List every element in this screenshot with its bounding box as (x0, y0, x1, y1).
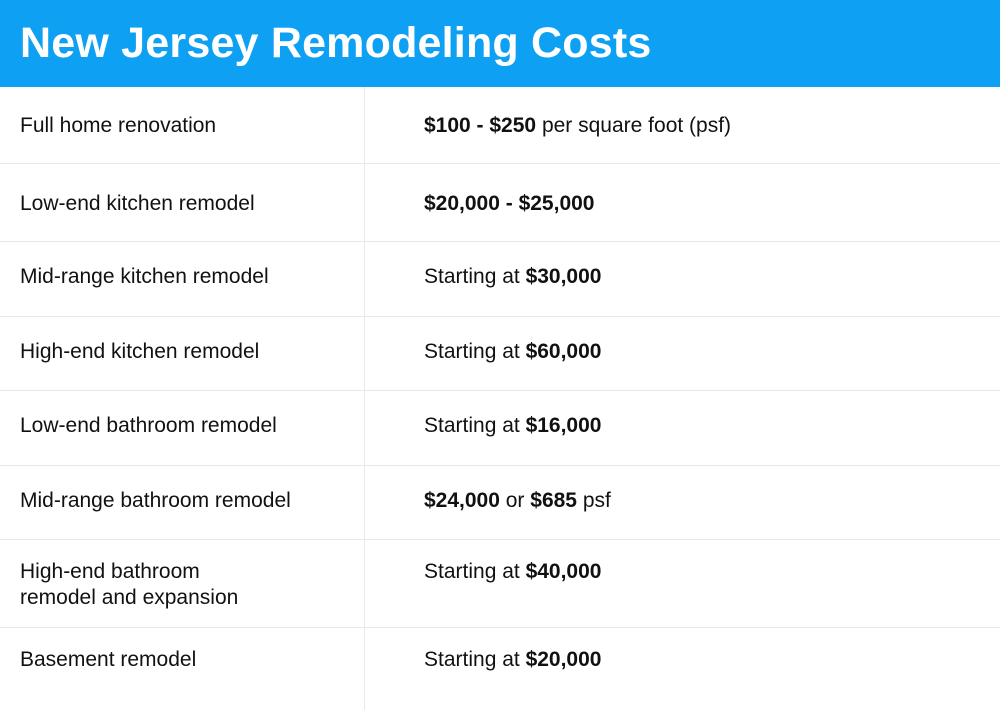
row-value: $24,000 or $685 psf (424, 488, 611, 514)
row-value: Starting at $60,000 (424, 339, 601, 365)
row-label-line: High-end bathroom (20, 560, 200, 583)
value-part: $100 - $250 (424, 114, 537, 137)
value-part: Starting at (424, 560, 526, 583)
row-label-line: remodel and expansion (20, 586, 239, 609)
value-part: or (499, 489, 531, 512)
row-label: Full home renovation (20, 114, 217, 137)
value-part: Starting at (424, 414, 526, 437)
row-value: $20,000 - $25,000 (424, 191, 594, 217)
value-part: Starting at (424, 340, 526, 363)
value-part: $20,000 (525, 648, 602, 671)
page-title: New Jersey Remodeling Costs (20, 19, 652, 67)
value-part: Starting at (424, 648, 526, 671)
value-part: per square foot (psf) (536, 114, 732, 137)
value-part: $16,000 (525, 414, 602, 437)
value-part: psf (576, 489, 611, 512)
row-value: Starting at $30,000 (424, 264, 601, 290)
row-label: Low-end kitchen remodel (20, 192, 255, 215)
value-part: $30,000 (525, 265, 602, 288)
value-part: $20,000 - $25,000 (424, 192, 595, 215)
table-row: Full home renovation $100 - $250 per squ… (0, 87, 1000, 164)
row-label: High-end bathroom remodel and expansion (20, 559, 350, 611)
table-row: Low-end bathroom remodel Starting at $16… (0, 391, 1000, 466)
row-label: High-end kitchen remodel (20, 340, 260, 363)
table-row: Low-end kitchen remodel $20,000 - $25,00… (0, 164, 1000, 242)
value-part: $40,000 (525, 560, 602, 583)
header: New Jersey Remodeling Costs (0, 0, 1000, 87)
table-row: Mid-range bathroom remodel $24,000 or $6… (0, 466, 1000, 540)
value-part: Starting at (424, 265, 526, 288)
table-row: Mid-range kitchen remodel Starting at $3… (0, 242, 1000, 317)
table-row: Basement remodel Starting at $20,000 (0, 628, 1000, 710)
row-label: Low-end bathroom remodel (20, 414, 277, 437)
row-value: Starting at $40,000 (424, 559, 601, 585)
row-label: Mid-range kitchen remodel (20, 265, 269, 288)
row-value: $100 - $250 per square foot (psf) (424, 113, 731, 139)
value-part: $24,000 (424, 489, 500, 512)
row-value: Starting at $16,000 (424, 413, 601, 439)
value-part: $685 (530, 489, 577, 512)
row-label: Basement remodel (20, 648, 197, 671)
row-label: Mid-range bathroom remodel (20, 489, 291, 512)
table-row: High-end bathroom remodel and expansion S… (0, 540, 1000, 628)
value-part: $60,000 (525, 340, 602, 363)
cost-table: Full home renovation $100 - $250 per squ… (0, 87, 1000, 710)
table-row: High-end kitchen remodel Starting at $60… (0, 317, 1000, 391)
row-value: Starting at $20,000 (424, 647, 601, 673)
